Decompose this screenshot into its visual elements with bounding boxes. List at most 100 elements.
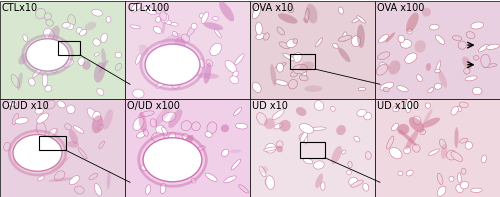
Ellipse shape <box>156 80 167 88</box>
Ellipse shape <box>89 173 98 180</box>
Ellipse shape <box>482 155 486 163</box>
Ellipse shape <box>161 13 168 23</box>
Ellipse shape <box>276 146 283 152</box>
Bar <box>125 99 250 197</box>
Ellipse shape <box>276 63 283 72</box>
Ellipse shape <box>456 185 463 193</box>
Ellipse shape <box>363 183 369 191</box>
Ellipse shape <box>425 103 430 108</box>
Ellipse shape <box>100 33 107 43</box>
Bar <box>39 136 66 151</box>
Ellipse shape <box>264 147 277 151</box>
Ellipse shape <box>74 186 84 194</box>
Ellipse shape <box>406 170 413 176</box>
Ellipse shape <box>172 32 178 37</box>
Ellipse shape <box>252 6 261 19</box>
Ellipse shape <box>82 61 91 70</box>
Ellipse shape <box>316 38 323 47</box>
Ellipse shape <box>409 117 424 132</box>
Ellipse shape <box>144 129 148 136</box>
Ellipse shape <box>181 121 192 131</box>
Ellipse shape <box>276 63 286 68</box>
Ellipse shape <box>144 6 156 15</box>
Ellipse shape <box>32 135 40 146</box>
Ellipse shape <box>145 44 200 85</box>
Ellipse shape <box>70 176 80 185</box>
Ellipse shape <box>170 22 178 26</box>
Ellipse shape <box>38 144 42 153</box>
Ellipse shape <box>46 100 55 109</box>
Ellipse shape <box>300 75 308 81</box>
Ellipse shape <box>404 147 411 154</box>
Ellipse shape <box>462 57 471 69</box>
Ellipse shape <box>364 112 372 120</box>
Ellipse shape <box>436 35 444 44</box>
Ellipse shape <box>357 16 366 23</box>
Ellipse shape <box>57 101 65 108</box>
Ellipse shape <box>44 28 54 40</box>
Ellipse shape <box>286 39 297 48</box>
Ellipse shape <box>94 53 100 56</box>
Ellipse shape <box>162 20 166 34</box>
Ellipse shape <box>187 25 196 36</box>
Ellipse shape <box>264 33 270 40</box>
Ellipse shape <box>54 171 65 181</box>
Ellipse shape <box>52 155 56 159</box>
Ellipse shape <box>174 37 186 53</box>
Ellipse shape <box>260 167 266 177</box>
Ellipse shape <box>48 177 73 182</box>
Ellipse shape <box>398 35 404 43</box>
Ellipse shape <box>69 129 78 144</box>
Ellipse shape <box>48 129 58 139</box>
Ellipse shape <box>67 141 79 148</box>
Ellipse shape <box>348 161 352 168</box>
Ellipse shape <box>17 72 22 90</box>
Ellipse shape <box>225 60 236 72</box>
Ellipse shape <box>348 177 358 186</box>
Ellipse shape <box>94 62 105 83</box>
Ellipse shape <box>314 101 324 111</box>
Ellipse shape <box>35 108 43 114</box>
Ellipse shape <box>293 64 308 74</box>
Ellipse shape <box>252 83 261 92</box>
Ellipse shape <box>351 180 364 187</box>
Ellipse shape <box>140 162 154 170</box>
Text: CTLx10: CTLx10 <box>2 3 38 13</box>
Ellipse shape <box>116 63 121 70</box>
Ellipse shape <box>272 110 284 120</box>
Ellipse shape <box>346 170 352 175</box>
Ellipse shape <box>51 157 70 171</box>
Ellipse shape <box>454 127 458 148</box>
Ellipse shape <box>303 17 308 23</box>
Ellipse shape <box>256 33 264 39</box>
Ellipse shape <box>378 52 390 60</box>
Ellipse shape <box>413 116 421 124</box>
Ellipse shape <box>388 60 400 74</box>
Ellipse shape <box>398 129 417 146</box>
Ellipse shape <box>342 150 346 154</box>
Ellipse shape <box>299 134 306 141</box>
Ellipse shape <box>158 160 167 169</box>
Ellipse shape <box>236 123 248 129</box>
Ellipse shape <box>426 63 431 71</box>
Ellipse shape <box>449 176 454 182</box>
Ellipse shape <box>414 40 426 53</box>
Ellipse shape <box>293 39 298 44</box>
Ellipse shape <box>422 8 431 17</box>
Ellipse shape <box>92 112 101 121</box>
Ellipse shape <box>154 106 171 125</box>
Text: UD x100: UD x100 <box>377 101 419 111</box>
Ellipse shape <box>133 117 144 130</box>
Ellipse shape <box>44 13 52 20</box>
Ellipse shape <box>11 74 20 88</box>
Ellipse shape <box>428 88 434 93</box>
Ellipse shape <box>416 75 422 82</box>
Ellipse shape <box>46 26 60 48</box>
Ellipse shape <box>168 137 179 144</box>
Ellipse shape <box>406 99 411 113</box>
Ellipse shape <box>364 184 368 190</box>
Ellipse shape <box>470 188 482 192</box>
Ellipse shape <box>168 109 182 128</box>
Ellipse shape <box>478 44 488 52</box>
Ellipse shape <box>93 39 100 46</box>
